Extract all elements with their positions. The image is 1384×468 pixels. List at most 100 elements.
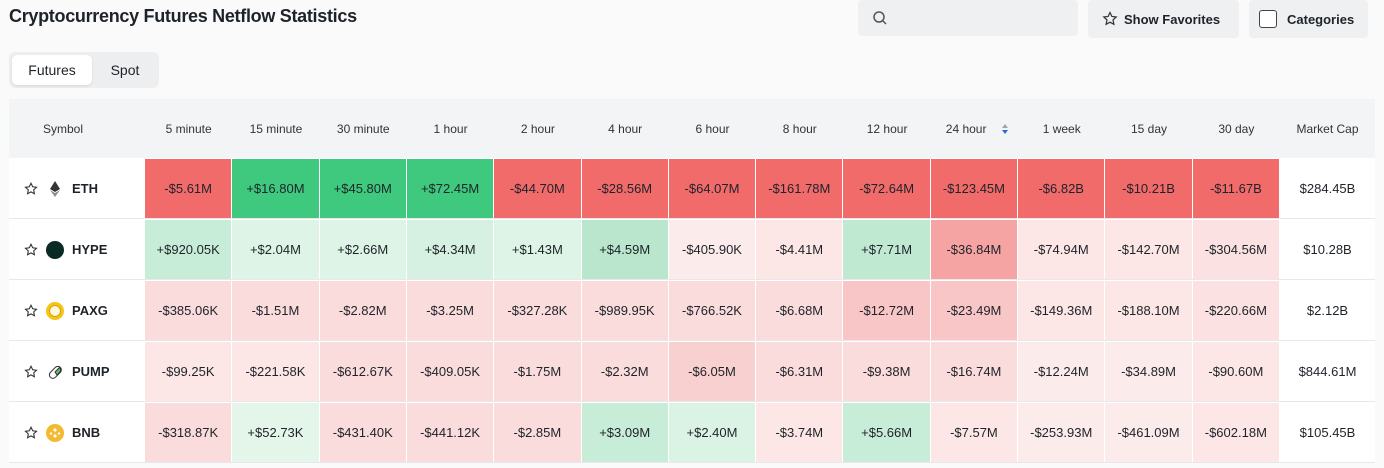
netflow-cell: -$766.52K bbox=[668, 281, 756, 340]
market-cap: $10.28B bbox=[1303, 242, 1352, 257]
netflow-cell: +$4.59M bbox=[581, 220, 668, 279]
coin-icon bbox=[50, 181, 60, 197]
netflow-cell: +$920.05K bbox=[145, 220, 232, 279]
column-header[interactable]: 1 week bbox=[1042, 121, 1081, 136]
column-header[interactable]: Market Cap bbox=[1296, 121, 1359, 136]
netflow-cell: -$72.64M bbox=[843, 159, 930, 218]
column-header[interactable]: Symbol bbox=[43, 121, 84, 136]
netflow-cell: -$6.82B bbox=[1018, 159, 1105, 218]
favorites-button[interactable]: Show Favorites bbox=[1088, 0, 1239, 38]
search-box[interactable] bbox=[858, 0, 1078, 36]
netflow-cell: -$9.38M bbox=[843, 342, 930, 401]
symbol[interactable]: ETH bbox=[72, 181, 98, 196]
column-header[interactable]: 6 hour bbox=[695, 121, 730, 136]
netflow-cell: -$34.89M bbox=[1105, 342, 1192, 401]
netflow-cell: -$327.28K bbox=[494, 281, 581, 340]
coin-icon bbox=[48, 365, 62, 379]
netflow-cell: +$72.45M bbox=[406, 159, 494, 218]
table-header bbox=[9, 99, 1375, 158]
netflow-cell: -$16.74M bbox=[930, 342, 1018, 401]
tab[interactable]: Futures bbox=[12, 55, 92, 85]
column-header[interactable]: 15 minute bbox=[249, 121, 303, 136]
symbol[interactable]: PUMP bbox=[72, 364, 110, 379]
column-header[interactable]: 24 hour bbox=[931, 99, 1018, 158]
coin-icon bbox=[46, 424, 64, 442]
netflow-cell: -$7.57M bbox=[930, 403, 1018, 462]
netflow-cell: -$142.70M bbox=[1105, 220, 1192, 279]
favorite-star[interactable] bbox=[24, 243, 38, 257]
favorite-star[interactable] bbox=[24, 182, 38, 196]
checkbox[interactable] bbox=[1259, 10, 1277, 28]
netflow-cell: -$5.61M bbox=[145, 159, 232, 218]
netflow-cell: -$253.93M bbox=[1018, 403, 1105, 462]
column-header[interactable]: 4 hour bbox=[608, 121, 643, 136]
netflow-cell: +$3.09M bbox=[581, 403, 668, 462]
netflow-cell: -$12.24M bbox=[1018, 342, 1105, 401]
netflow-cell: -$4.41M bbox=[756, 220, 843, 279]
netflow-cell: -$11.67B bbox=[1192, 159, 1279, 218]
netflow-cell: -$74.94M bbox=[1018, 220, 1105, 279]
netflow-cell: -$3.25M bbox=[406, 281, 494, 340]
coin-icon bbox=[46, 302, 64, 320]
netflow-cell: -$23.49M bbox=[930, 281, 1018, 340]
netflow-cell: +$45.80M bbox=[319, 159, 406, 218]
favorite-star[interactable] bbox=[24, 426, 38, 440]
netflow-cell: -$221.58K bbox=[232, 342, 319, 401]
netflow-cell: -$6.68M bbox=[756, 281, 843, 340]
categories-button[interactable]: Categories bbox=[1249, 0, 1368, 38]
column-header[interactable]: 30 minute bbox=[336, 121, 390, 136]
star-icon bbox=[1102, 11, 1118, 26]
netflow-cell: -$10.21B bbox=[1105, 159, 1192, 218]
coin-icon bbox=[46, 241, 64, 259]
column-header[interactable]: 1 hour bbox=[433, 121, 468, 136]
netflow-cell: -$149.36M bbox=[1018, 281, 1105, 340]
column-header[interactable]: 2 hour bbox=[520, 121, 555, 136]
netflow-cell: -$2.32M bbox=[581, 342, 668, 401]
netflow-cell: +$1.43M bbox=[494, 220, 581, 279]
netflow-cell: +$5.66M bbox=[843, 403, 930, 462]
netflow-cell: -$99.25K bbox=[145, 342, 232, 401]
netflow-cell: -$1.51M bbox=[232, 281, 319, 340]
column-header[interactable]: 30 day bbox=[1218, 121, 1255, 136]
market-cap: $2.12B bbox=[1306, 303, 1349, 318]
netflow-cell: -$161.78M bbox=[756, 159, 843, 218]
search-icon bbox=[873, 11, 887, 25]
tab[interactable]: Spot bbox=[110, 62, 140, 78]
symbol[interactable]: PAXG bbox=[72, 303, 108, 318]
sort-icon[interactable] bbox=[1000, 123, 1010, 135]
netflow-cell: -$1.75M bbox=[494, 342, 581, 401]
netflow-cell: -$12.72M bbox=[843, 281, 930, 340]
netflow-cell: +$2.04M bbox=[232, 220, 319, 279]
column-header[interactable]: 12 hour bbox=[866, 121, 908, 136]
market-cap: $105.45B bbox=[1299, 425, 1356, 440]
favorites-label: Show Favorites bbox=[1124, 11, 1221, 27]
categories-label: Categories bbox=[1287, 11, 1355, 27]
netflow-cell: -$44.70M bbox=[494, 159, 581, 218]
symbol[interactable]: BNB bbox=[72, 425, 101, 440]
market-cap: $844.61M bbox=[1298, 364, 1357, 379]
netflow-cell: -$6.31M bbox=[756, 342, 843, 401]
column-header[interactable]: 15 day bbox=[1131, 121, 1168, 136]
favorite-star[interactable] bbox=[24, 304, 38, 318]
netflow-cell: -$989.95K bbox=[581, 281, 668, 340]
netflow-cell: +$4.34M bbox=[406, 220, 494, 279]
netflow-cell: -$304.56M bbox=[1192, 220, 1279, 279]
netflow-cell: -$188.10M bbox=[1105, 281, 1192, 340]
netflow-cell: -$385.06K bbox=[145, 281, 232, 340]
netflow-cell: -$64.07M bbox=[668, 159, 756, 218]
netflow-cell: +$16.80M bbox=[232, 159, 319, 218]
column-header[interactable]: 5 minute bbox=[165, 121, 212, 136]
netflow-cell: -$461.09M bbox=[1105, 403, 1192, 462]
netflow-cell: -$2.82M bbox=[319, 281, 406, 340]
netflow-cell: -$36.84M bbox=[930, 220, 1018, 279]
favorite-star[interactable] bbox=[24, 365, 38, 379]
symbol[interactable]: HYPE bbox=[72, 242, 108, 257]
netflow-cell: +$7.71M bbox=[843, 220, 930, 279]
netflow-cell: -$3.74M bbox=[756, 403, 843, 462]
netflow-cell: -$602.18M bbox=[1192, 403, 1279, 462]
netflow-cell: -$409.05K bbox=[406, 342, 494, 401]
netflow-cell: +$2.40M bbox=[668, 403, 756, 462]
column-header[interactable]: 8 hour bbox=[782, 121, 817, 136]
